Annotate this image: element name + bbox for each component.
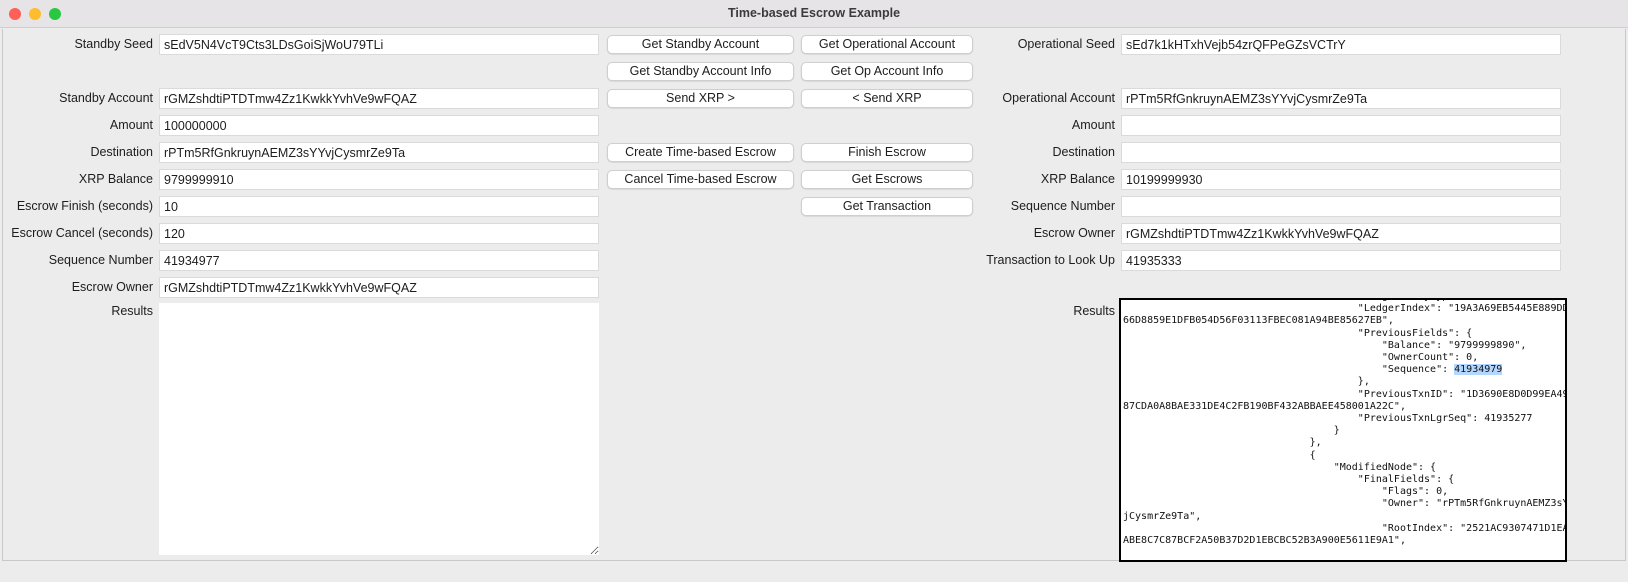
get-op-info-button[interactable]: Get Op Account Info [801,62,973,81]
standby-seed-input[interactable] [159,34,599,55]
operational-results-label: Results [1073,304,1115,318]
escrow-finish-input[interactable] [159,196,599,217]
results-line: "Owner": "rPTm5RfGnkruynAEMZ3sYYv [1123,498,1567,510]
get-transaction-button[interactable]: Get Transaction [801,197,973,216]
send-xrp-to-operational-button[interactable]: Send XRP > [607,89,794,108]
operational-account-label: Operational Account [1002,91,1115,105]
results-line: } [1123,425,1340,437]
escrow-finish-label: Escrow Finish (seconds) [16,199,153,213]
results-json-text: "LedgerEntryType": "AccountRoot", "Ledge… [1123,300,1567,547]
window-title: Time-based Escrow Example [727,6,901,20]
close-window-icon[interactable] [9,8,21,20]
standby-account-input[interactable] [159,88,599,109]
operational-destination-label: Destination [1052,145,1115,159]
results-line: "Sequence": 41934979 [1123,364,1503,376]
results-line: }, [1123,437,1322,449]
results-line: "Flags": 0, [1123,486,1449,498]
get-operational-account-button[interactable]: Get Operational Account [801,35,973,54]
operational-balance-label: XRP Balance [1040,172,1115,186]
get-standby-account-button[interactable]: Get Standby Account [607,35,794,54]
standby-results-textarea[interactable] [159,303,599,555]
results-line: "Balance": "9799999890", [1123,339,1527,351]
standby-seed-label: Standby Seed [74,37,153,51]
operational-sequence-label: Sequence Number [1010,199,1115,213]
cancel-escrow-button[interactable]: Cancel Time-based Escrow [607,170,794,189]
operational-seed-label: Operational Seed [1017,37,1115,51]
standby-escrow-owner-input[interactable] [159,277,599,298]
results-line: "FinalFields": { [1123,474,1455,486]
standby-balance-label: XRP Balance [78,172,153,186]
results-line: "LedgerEntryType": "AccountRoot", [1123,300,1565,303]
escrow-cancel-input[interactable] [159,223,599,244]
results-line: 87CDA0A8BAE331DE4C2FB190BF432ABBAEE45800… [1123,400,1406,412]
operational-amount-input[interactable] [1121,115,1561,136]
minimize-window-icon[interactable] [29,8,41,20]
standby-account-label: Standby Account [59,91,153,105]
operational-balance-input[interactable] [1121,169,1561,190]
results-line: "OwnerCount": 0, [1123,352,1479,364]
selected-text: 41934979 [1454,364,1503,376]
results-line: "PreviousTxnID": "1D3690E8D0D99EA49D6 [1123,388,1567,400]
create-escrow-button[interactable]: Create Time-based Escrow [607,143,794,162]
standby-balance-input[interactable] [159,169,599,190]
standby-escrow-owner-label: Escrow Owner [71,280,153,294]
operational-escrow-owner-input[interactable] [1121,223,1561,244]
escrow-cancel-label: Escrow Cancel (seconds) [11,226,153,240]
operational-escrow-owner-label: Escrow Owner [1033,226,1115,240]
standby-sequence-input[interactable] [159,250,599,271]
standby-destination-label: Destination [90,145,153,159]
results-line: }, [1123,376,1370,388]
operational-account-input[interactable] [1121,88,1561,109]
standby-amount-input[interactable] [159,115,599,136]
content-frame [2,29,1626,561]
operational-sequence-input[interactable] [1121,196,1561,217]
get-escrows-button[interactable]: Get Escrows [801,170,973,189]
results-line: "PreviousFields": { [1123,327,1473,339]
results-line: { [1123,449,1316,461]
get-standby-info-button[interactable]: Get Standby Account Info [607,62,794,81]
title-bar: Time-based Escrow Example [0,0,1628,28]
operational-destination-input[interactable] [1121,142,1561,163]
standby-results-label: Results [111,304,153,318]
zoom-window-icon[interactable] [49,8,61,20]
operational-amount-label: Amount [1071,118,1115,132]
results-line: 66D8859E1DFB054D56F03113FBEC081A94BE8562… [1123,315,1394,327]
results-line: ABE8C7C87BCF2A50B37D2D1EBCBC52B3A900E561… [1123,535,1406,547]
results-line: "ModifiedNode": { [1123,461,1437,473]
results-line: "PreviousTxnLgrSeq": 41935277 [1123,413,1533,425]
transaction-lookup-label: Transaction to Look Up [986,253,1115,267]
standby-amount-label: Amount [109,118,153,132]
send-xrp-to-standby-button[interactable]: < Send XRP [801,89,973,108]
results-line: jCysmrZe9Ta", [1123,510,1202,522]
results-line: "LedgerIndex": "19A3A69EB5445E889DD0E [1123,303,1567,315]
standby-sequence-label: Sequence Number [48,253,153,267]
finish-escrow-button[interactable]: Finish Escrow [801,143,973,162]
standby-destination-input[interactable] [159,142,599,163]
results-line: "RootIndex": "2521AC9307471D1EA88 [1123,522,1567,534]
transaction-lookup-input[interactable] [1121,250,1561,271]
operational-results-textarea[interactable]: "LedgerEntryType": "AccountRoot", "Ledge… [1119,298,1567,562]
operational-seed-input[interactable] [1121,34,1561,55]
